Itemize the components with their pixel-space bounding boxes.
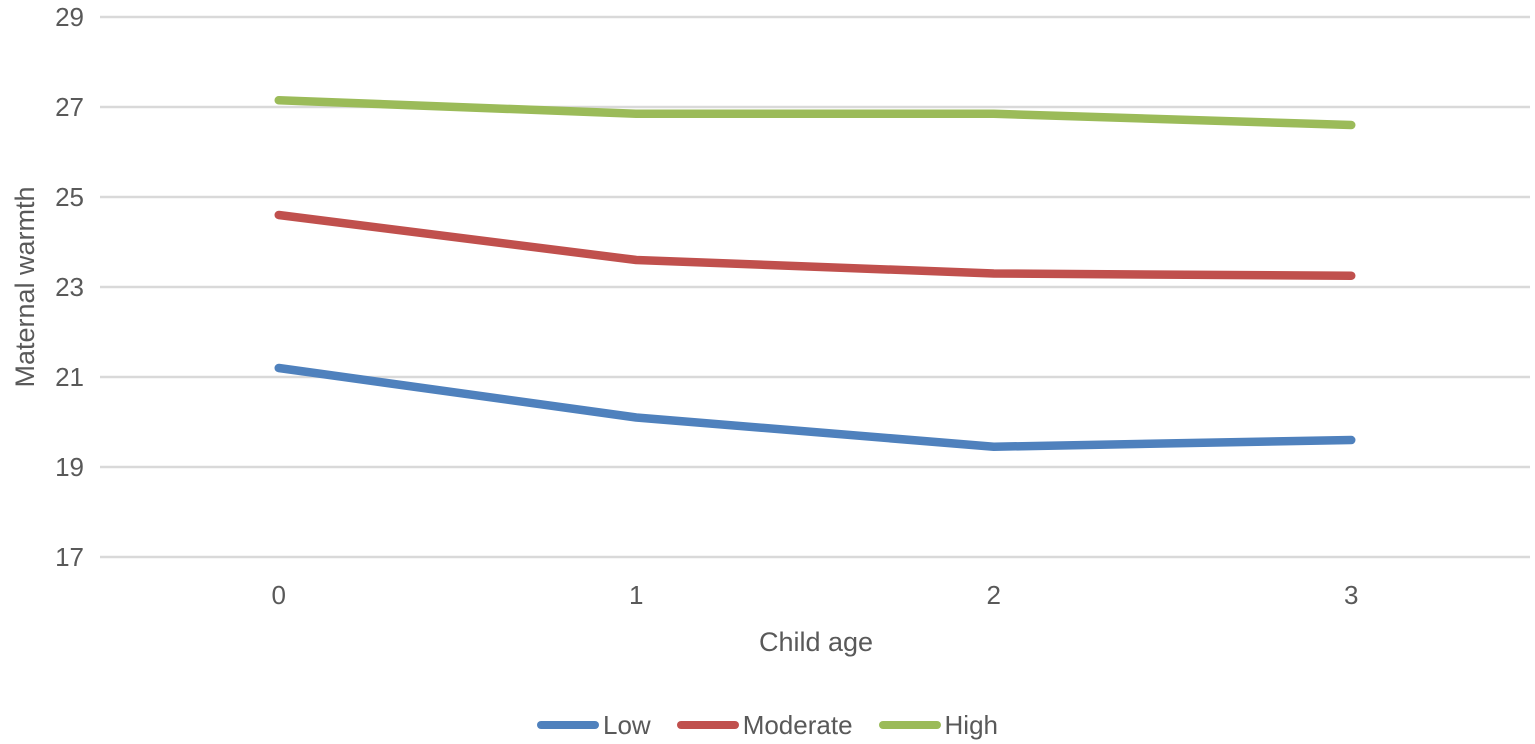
x-tick-label: 2 xyxy=(987,580,1001,610)
legend-label: High xyxy=(944,710,999,740)
legend: Low Moderate High xyxy=(0,707,1535,743)
legend-swatch-moderate xyxy=(676,721,739,729)
series-line-moderate xyxy=(274,210,1356,280)
legend-item-moderate: Moderate xyxy=(676,710,853,740)
y-axis-tick-labels: 29 27 25 23 21 19 17 xyxy=(55,2,84,572)
legend-swatch-high xyxy=(878,721,941,729)
legend-item-low: Low xyxy=(536,710,651,740)
series-lines xyxy=(274,96,1356,451)
x-tick-label: 1 xyxy=(629,580,643,610)
legend-swatch-low xyxy=(536,721,599,729)
series-line-high xyxy=(274,96,1356,130)
legend-label: Moderate xyxy=(742,710,853,740)
x-axis-title: Child age xyxy=(759,627,873,657)
y-tick-label: 23 xyxy=(55,272,84,302)
y-tick-label: 17 xyxy=(55,542,84,572)
legend-item-high: High xyxy=(878,710,999,740)
y-tick-label: 25 xyxy=(55,182,84,212)
y-tick-label: 27 xyxy=(55,92,84,122)
y-axis-title: Maternal warmth xyxy=(10,186,40,387)
y-tick-label: 29 xyxy=(55,2,84,32)
y-tick-label: 19 xyxy=(55,452,84,482)
x-axis-tick-labels: 0 1 2 3 xyxy=(272,580,1359,610)
x-tick-label: 3 xyxy=(1344,580,1358,610)
series-line-low xyxy=(274,363,1356,451)
x-tick-label: 0 xyxy=(272,580,286,610)
y-tick-label: 21 xyxy=(55,362,84,392)
legend-label: Low xyxy=(602,710,651,740)
